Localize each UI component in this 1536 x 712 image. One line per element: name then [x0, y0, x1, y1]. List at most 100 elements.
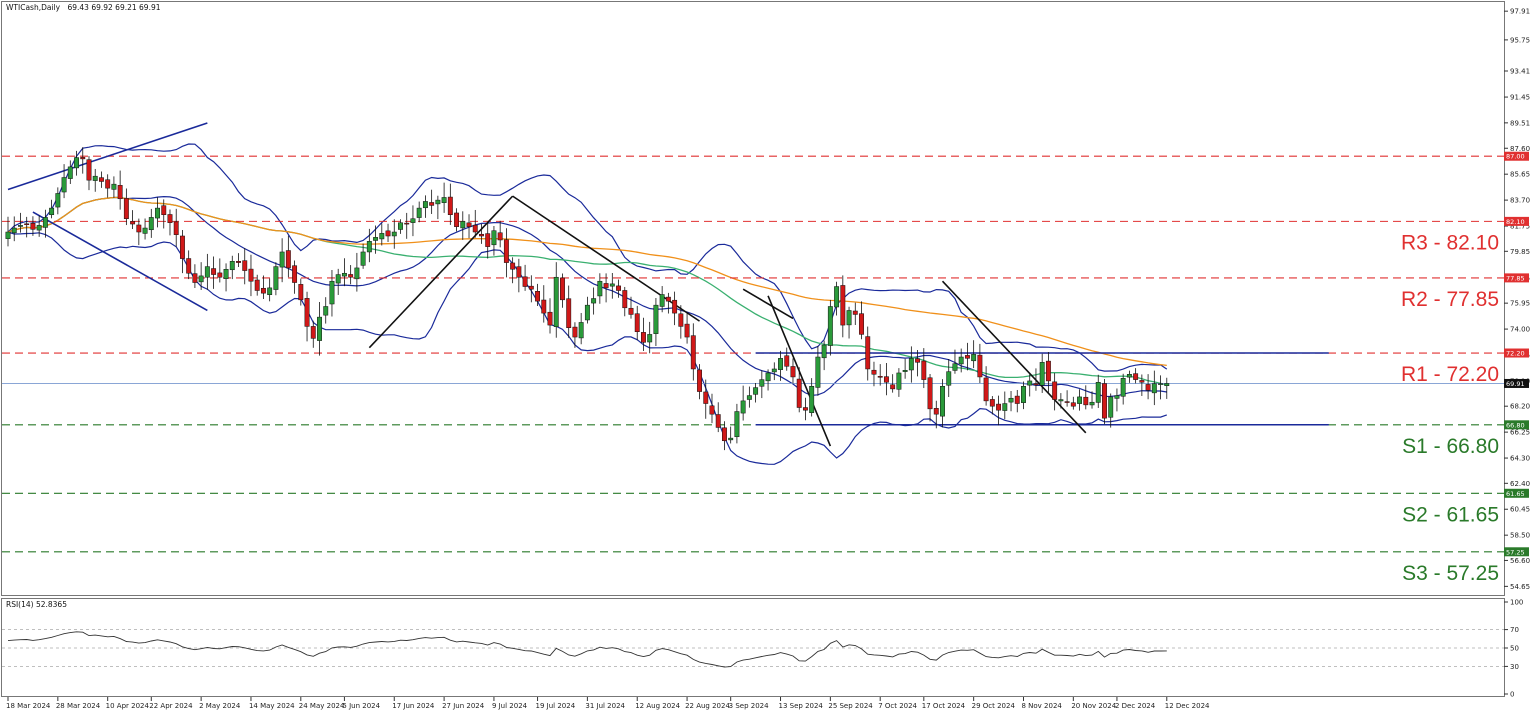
- candle-body-down: [466, 222, 472, 227]
- candle-body-up: [1158, 383, 1163, 385]
- candle: [1108, 393, 1114, 428]
- candle: [641, 317, 646, 352]
- level-label: R1 - 72.20: [1401, 363, 1499, 386]
- candle: [852, 302, 858, 326]
- candle-body-down: [1139, 380, 1145, 383]
- candle: [1014, 389, 1020, 413]
- candle-body-up: [1039, 362, 1045, 386]
- candle-body-down: [1145, 384, 1151, 391]
- candle-body-up: [379, 233, 385, 240]
- candle-body-up: [55, 193, 61, 208]
- candle-body-up: [198, 275, 204, 283]
- candle: [1139, 374, 1145, 396]
- candle: [379, 223, 385, 246]
- candle-body-down: [479, 233, 484, 237]
- level-label: R2 - 77.85: [1401, 288, 1499, 311]
- candle-body-down: [80, 157, 86, 160]
- candle-body-up: [267, 287, 273, 295]
- candle-body-up: [36, 225, 42, 231]
- level-badge: [1504, 547, 1529, 557]
- candle: [1070, 396, 1076, 410]
- date-tick-label: 17 Jun 2024: [392, 702, 435, 710]
- level-badge-text: 61.65: [1506, 490, 1525, 498]
- candle-body-up: [204, 266, 210, 278]
- candle: [535, 283, 540, 306]
- candle-body-down: [117, 185, 123, 200]
- candle: [310, 320, 316, 348]
- candle: [1021, 381, 1026, 410]
- candle: [553, 262, 559, 338]
- candle: [516, 258, 522, 293]
- price-tick-label: 74.00: [1510, 326, 1530, 334]
- candle-body-up: [435, 199, 441, 205]
- candle: [136, 218, 142, 246]
- candle-body-down: [1045, 360, 1051, 382]
- candle: [335, 268, 341, 295]
- candle-body-up: [647, 334, 653, 343]
- candle-body-down: [852, 310, 858, 315]
- date-tick-label: 8 Nov 2024: [1021, 702, 1062, 710]
- candle-body-up: [958, 356, 964, 365]
- candle: [883, 363, 889, 396]
- candle: [485, 223, 491, 259]
- candle: [161, 199, 167, 229]
- candle-body-up: [360, 251, 366, 266]
- date-tick-label: 22 Apr 2024: [149, 702, 193, 710]
- candle-body-down: [242, 260, 248, 271]
- candle: [348, 265, 354, 285]
- candle-body-down: [310, 326, 316, 339]
- price-tick-label: 89.51: [1510, 119, 1530, 127]
- candle-body-up: [42, 217, 48, 228]
- candle-body-down: [672, 299, 678, 314]
- candle: [341, 258, 347, 287]
- ma-100-line: [7, 196, 1167, 367]
- candle-body-up: [653, 304, 659, 334]
- price-tick-label: 60.45: [1510, 506, 1530, 514]
- candle-body-up: [553, 276, 559, 327]
- candle: [167, 209, 173, 236]
- candle: [566, 285, 572, 338]
- candle: [298, 278, 304, 306]
- candle-body-up: [416, 207, 422, 218]
- price-tick-label: 87.60: [1510, 145, 1530, 153]
- candle-body-up: [940, 386, 945, 417]
- candle: [99, 171, 104, 188]
- candle-body-up: [18, 225, 23, 227]
- candle-body-up: [61, 177, 67, 193]
- candle: [802, 397, 808, 421]
- candle: [977, 343, 983, 384]
- candle: [560, 273, 565, 308]
- candle: [759, 370, 765, 399]
- candle: [827, 299, 833, 356]
- candle: [952, 349, 958, 374]
- level-badge-text: 66.80: [1506, 421, 1525, 429]
- candle-body-up: [902, 370, 908, 372]
- date-tick-label: 28 Mar 2024: [56, 702, 101, 710]
- candle-body-down: [472, 224, 478, 233]
- candle-body-down: [790, 366, 796, 378]
- candle-body-down: [503, 239, 509, 263]
- candle: [790, 358, 796, 384]
- candle: [422, 195, 428, 218]
- candle: [497, 220, 503, 248]
- date-tick-label: 12 Aug 2024: [635, 702, 680, 710]
- candle: [155, 197, 160, 228]
- rsi-path: [7, 631, 1167, 668]
- candle-body-up: [1027, 380, 1033, 386]
- candle: [204, 253, 210, 290]
- candle: [1151, 370, 1157, 406]
- rsi-line: [7, 631, 1167, 668]
- candle: [273, 262, 279, 296]
- candle: [591, 287, 597, 315]
- candle-body-down: [285, 250, 291, 269]
- candle: [622, 286, 628, 317]
- candlesticks: [5, 147, 1170, 451]
- candle: [703, 379, 709, 419]
- candle-body-up: [1089, 401, 1095, 406]
- candle: [665, 292, 671, 314]
- candle: [1039, 353, 1045, 393]
- moving-averages: [7, 196, 1167, 386]
- candle: [1114, 388, 1120, 412]
- candle-body-up: [659, 294, 665, 307]
- trend-line: [742, 288, 794, 320]
